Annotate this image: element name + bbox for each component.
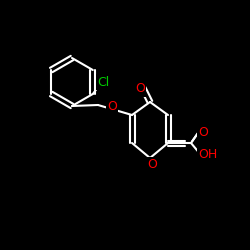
- Text: O: O: [198, 126, 208, 140]
- Text: Cl: Cl: [98, 76, 110, 88]
- Text: O: O: [107, 100, 117, 112]
- Text: OH: OH: [198, 148, 218, 162]
- Text: O: O: [147, 158, 157, 172]
- Text: O: O: [135, 82, 145, 96]
